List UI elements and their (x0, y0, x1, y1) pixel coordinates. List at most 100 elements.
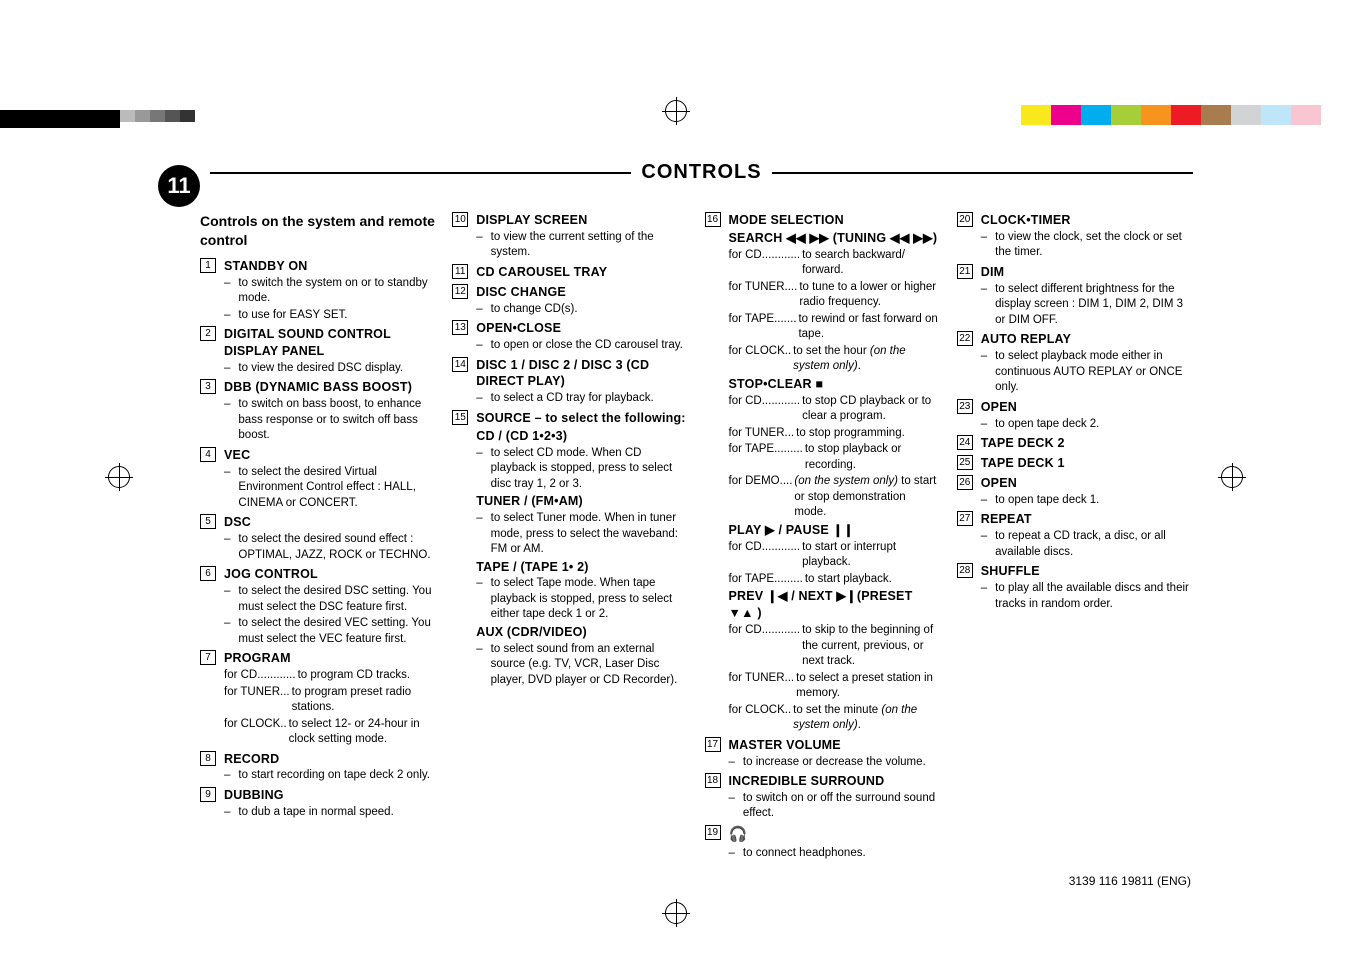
dash-line: to select sound from an external source … (476, 642, 688, 689)
for-line: for CLOCK ..to set the hour (on the syst… (729, 344, 941, 375)
dash-line: to select playback mode either in contin… (981, 349, 1193, 396)
dash-line: to view the desired DSC display. (224, 361, 436, 377)
dash-line: to select a CD tray for playback. (476, 391, 688, 407)
control-name: DISC 1 / DISC 2 / DISC 3 (CD DIRECT PLAY… (476, 357, 688, 391)
control-name: JOG CONTROL (224, 566, 436, 583)
palette-swatch (1261, 105, 1291, 125)
control-item: 12 DISC CHANGEto change CD(s). (452, 284, 688, 317)
palette-swatch (1171, 105, 1201, 125)
sub-heading: SEARCH ◀◀ ▶▶ (TUNING ◀◀ ▶▶) (729, 230, 941, 247)
dash-line: to select CD mode. When CD playback is s… (476, 446, 688, 493)
control-name: DISC CHANGE (476, 284, 688, 301)
for-line: for TUNER ....to tune to a lower or high… (729, 280, 941, 311)
title-rule: CONTROLS (210, 172, 1193, 201)
item-body: VECto select the desired Virtual Environ… (224, 447, 436, 511)
color-palette-bar (1021, 105, 1321, 125)
item-body: DSCto select the desired sound effect : … (224, 514, 436, 563)
item-number: 1 (200, 258, 216, 273)
for-line: for TAPE .........to stop playback or re… (729, 442, 941, 473)
for-line: for CD ............to program CD tracks. (224, 668, 436, 684)
control-item: 6 JOG CONTROLto select the desired DSC se… (200, 566, 436, 647)
item-number: 19 (705, 825, 721, 840)
for-line: for CD ............to skip to the beginn… (729, 623, 941, 670)
palette-swatch (1021, 105, 1051, 125)
control-name: OPEN•CLOSE (476, 320, 688, 337)
control-name: TAPE DECK 1 (981, 455, 1193, 472)
palette-swatch (1231, 105, 1261, 125)
item-number: 10 (452, 212, 468, 227)
for-line: for TAPE .........to start playback. (729, 572, 941, 588)
dash-line: to use for EASY SET. (224, 308, 436, 324)
registration-mark-left (108, 466, 130, 488)
item-body: DUBBINGto dub a tape in normal speed. (224, 787, 436, 820)
control-item: 8 RECORDto start recording on tape deck 2… (200, 751, 436, 784)
item-number: 15 (452, 410, 468, 425)
dash-line: to select the desired VEC setting. You m… (224, 616, 436, 647)
control-name: OPEN (981, 399, 1193, 416)
control-item: 26OPENto open tape deck 1. (957, 475, 1193, 508)
item-body: DISC CHANGEto change CD(s). (476, 284, 688, 317)
control-item: 27REPEATto repeat a CD track, a disc, or… (957, 511, 1193, 560)
control-item: 1STANDBY ONto switch the system on or to… (200, 258, 436, 323)
control-item: 17MASTER VOLUMEto increase or decrease t… (705, 737, 941, 770)
item-body: DISC 1 / DISC 2 / DISC 3 (CD DIRECT PLAY… (476, 357, 688, 407)
item-body: OPENto open tape deck 2. (981, 399, 1193, 432)
dash-line: to increase or decrease the volume. (729, 755, 941, 771)
control-name: DBB (DYNAMIC BASS BOOST) (224, 379, 436, 396)
dash-line: to switch the system on or to standby mo… (224, 276, 436, 307)
control-item: 11 CD CAROUSEL TRAY (452, 264, 688, 281)
item-number: 14 (452, 357, 468, 372)
item-number: 8 (200, 751, 216, 766)
control-name: PROGRAM (224, 650, 436, 667)
item-body: CD CAROUSEL TRAY (476, 264, 688, 281)
control-item: 21DIMto select different brightness for … (957, 264, 1193, 328)
item-body: OPEN•CLOSEto open or close the CD carous… (476, 320, 688, 353)
control-name: REPEAT (981, 511, 1193, 528)
item-body: PROGRAMfor CD ............to program CD … (224, 650, 436, 747)
palette-swatch (1141, 105, 1171, 125)
item-number: 9 (200, 787, 216, 802)
item-body: RECORDto start recording on tape deck 2 … (224, 751, 436, 784)
item-body: DBB (DYNAMIC BASS BOOST)to switch on bas… (224, 379, 436, 443)
dash-line: to switch on or off the surround sound e… (729, 791, 941, 822)
for-line: for TUNER ...to program preset radio sta… (224, 685, 436, 716)
item-number: 6 (200, 566, 216, 581)
dash-line: to open or close the CD carousel tray. (476, 338, 688, 354)
item-body: SHUFFLEto play all the available discs a… (981, 563, 1193, 612)
control-name: AUTO REPLAY (981, 331, 1193, 348)
item-body: DIGITAL SOUND CONTROL DISPLAY PANELto vi… (224, 326, 436, 376)
registration-mark-top (665, 100, 687, 122)
control-item: 15 SOURCE – to select the following:CD / … (452, 410, 688, 689)
item-body: JOG CONTROLto select the desired DSC set… (224, 566, 436, 647)
item-body: TAPE DECK 2 (981, 435, 1193, 452)
control-name: DIGITAL SOUND CONTROL DISPLAY PANEL (224, 326, 436, 360)
sub-heading: CD / (CD 1•2•3) (476, 428, 688, 445)
sub-heading: AUX (CDR/VIDEO) (476, 624, 688, 641)
item-number: 11 (452, 264, 468, 279)
registration-mark-bottom (665, 902, 687, 924)
control-name: MODE SELECTION (729, 212, 941, 229)
dash-line: to repeat a CD track, a disc, or all ava… (981, 529, 1193, 560)
dash-line: to dub a tape in normal speed. (224, 805, 436, 821)
control-item: 18INCREDIBLE SURROUNDto switch on or off… (705, 773, 941, 822)
control-name: 🎧 (729, 825, 941, 845)
dash-line: to select the desired sound effect : OPT… (224, 532, 436, 563)
page-title: CONTROLS (631, 159, 771, 186)
item-number: 23 (957, 399, 973, 414)
control-name: SOURCE – to select the following: (476, 410, 688, 427)
footer-code: 3139 116 19811 (ENG) (1069, 873, 1191, 889)
control-item: 7 PROGRAMfor CD ............to program CD… (200, 650, 436, 747)
item-number: 12 (452, 284, 468, 299)
dash-line: to switch on bass boost, to enhance bass… (224, 397, 436, 444)
dash-line: to select the desired Virtual Environmen… (224, 465, 436, 512)
control-item: 23 OPENto open tape deck 2. (957, 399, 1193, 432)
control-item: 5DSCto select the desired sound effect :… (200, 514, 436, 563)
control-name: RECORD (224, 751, 436, 768)
content-columns: Controls on the system and remote contro… (200, 212, 1193, 864)
item-body: MASTER VOLUMEto increase or decrease the… (729, 737, 941, 770)
item-number: 7 (200, 650, 216, 665)
control-name: VEC (224, 447, 436, 464)
item-body: OPENto open tape deck 1. (981, 475, 1193, 508)
item-body: 🎧to connect headphones. (729, 825, 941, 862)
item-body: DISPLAY SCREENto view the current settin… (476, 212, 688, 261)
